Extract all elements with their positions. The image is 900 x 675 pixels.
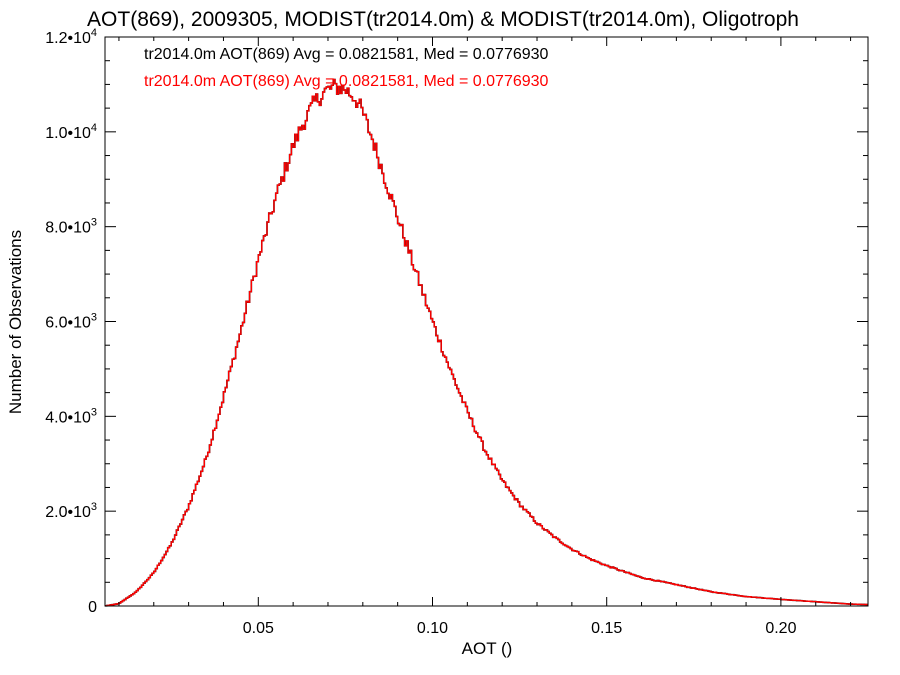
tick-layer: 0.05 0.10 0.15 0.2002.0•1034.0•1036.0•1038.…: [45, 27, 868, 637]
y-tick-mantissa: 1.0•10: [45, 125, 91, 142]
chart-title: AOT(869), 2009305, MODIST(tr2014.0m) & M…: [87, 8, 799, 31]
legend-entry: tr2014.0m AOT(869) Avg = 0.0821581, Med …: [144, 73, 549, 90]
y-tick-label: 1.0•104: [45, 122, 97, 142]
y-tick-mantissa: 8.0•10: [45, 220, 91, 237]
y-tick-exponent: 3: [91, 501, 97, 513]
y-tick-mantissa: 4.0•10: [45, 409, 91, 426]
series-red-histogram: [105, 78, 868, 607]
y-tick-mantissa: 0: [88, 599, 97, 616]
series-black-histogram: [105, 78, 868, 607]
x-tick-label: 0.10: [417, 620, 448, 637]
plot-frame: [104, 36, 869, 607]
y-axis-label: Number of Observations: [6, 230, 25, 414]
y-tick-label: 0: [88, 599, 97, 616]
x-axis-label: AOT (): [462, 639, 513, 658]
y-tick-label: 8.0•103: [45, 217, 97, 237]
y-tick-label: 2.0•103: [45, 501, 97, 521]
y-tick-label: 6.0•103: [45, 312, 97, 332]
x-tick-label: 0.15: [591, 620, 622, 637]
y-tick-label: 1.2•104: [45, 27, 97, 47]
y-tick-exponent: 4: [91, 122, 97, 134]
legend-entry: tr2014.0m AOT(869) Avg = 0.0821581, Med …: [144, 46, 549, 63]
y-tick-mantissa: 1.2•10: [45, 30, 91, 47]
legend: tr2014.0m AOT(869) Avg = 0.0821581, Med …: [144, 46, 549, 90]
y-tick-mantissa: 6.0•10: [45, 315, 91, 332]
x-tick-label: 0.05: [243, 620, 274, 637]
y-tick-exponent: 3: [91, 312, 97, 324]
series-layer: [105, 78, 868, 607]
y-tick-label: 4.0•103: [45, 406, 97, 426]
x-tick-label: 0.20: [765, 620, 796, 637]
y-tick-exponent: 4: [91, 27, 97, 39]
y-tick-exponent: 3: [91, 217, 97, 229]
y-tick-exponent: 3: [91, 406, 97, 418]
y-tick-mantissa: 2.0•10: [45, 504, 91, 521]
